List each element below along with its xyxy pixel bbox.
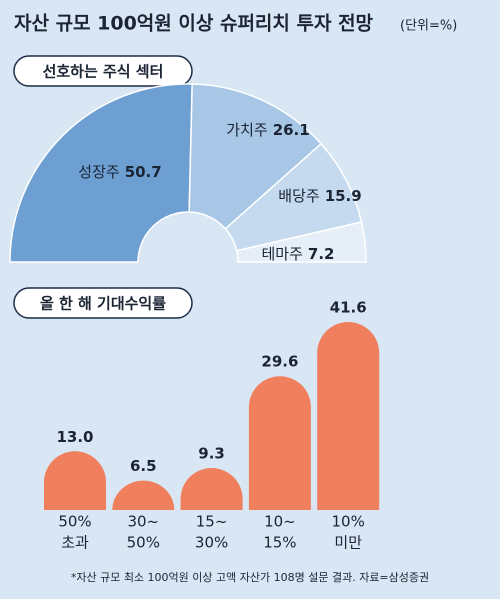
unit: (단위=%) [400, 19, 457, 34]
value-label: 6.5 [130, 457, 157, 475]
slice-label: 가치주 26.1 [226, 121, 309, 139]
section-pill [13, 287, 193, 319]
bar [248, 376, 311, 510]
slice-category: 배당주 [278, 187, 319, 205]
value-label: 41.6 [330, 299, 367, 317]
slice-category: 가치주 [226, 121, 267, 139]
value-label: 9.3 [198, 444, 225, 462]
slice-label: 배당주 15.9 [278, 187, 361, 205]
x-tick-label: 30% [195, 534, 228, 552]
footnote: *자산 규모 최소 100억원 이상 고액 자산가 108명 설문 결과. 자료… [71, 571, 429, 584]
slice-value: 15.9 [325, 187, 362, 205]
bar [180, 467, 243, 510]
bar [317, 322, 380, 510]
x-tick-label: 미만 [334, 534, 362, 552]
x-tick-label: 초과 [61, 534, 89, 552]
donut-slice [235, 221, 367, 263]
slice-value: 7.2 [308, 245, 335, 263]
donut-slice [188, 83, 323, 230]
slice-value: 50.7 [125, 163, 162, 181]
x-tick-label: 50% [58, 513, 91, 531]
donut-slice [9, 83, 193, 263]
value-label: 13.0 [56, 428, 93, 446]
x-tick-label: 10% [332, 513, 365, 531]
slice-value: 26.1 [273, 121, 310, 139]
section-title: 선호하는 주식 섹터 [43, 63, 164, 81]
slice-label: 성장주 50.7 [78, 163, 161, 181]
slice-category: 테마주 [262, 245, 303, 263]
bar [44, 451, 106, 510]
section-title: 올 한 해 기대수익률 [40, 295, 166, 313]
title: 자산 규모 100억원 이상 슈퍼리치 투자 전망 [14, 13, 374, 35]
x-tick-label: 50% [127, 534, 160, 552]
x-tick-label: 15% [263, 534, 296, 552]
slice-category: 성장주 [78, 163, 119, 181]
section-pill [13, 55, 193, 87]
bar [112, 480, 175, 510]
x-tick-label: 15~ [196, 513, 228, 531]
x-tick-label: 10~ [264, 513, 296, 531]
value-label: 29.6 [261, 353, 298, 371]
x-tick-label: 30~ [127, 513, 159, 531]
slice-label: 테마주 7.2 [262, 245, 335, 263]
